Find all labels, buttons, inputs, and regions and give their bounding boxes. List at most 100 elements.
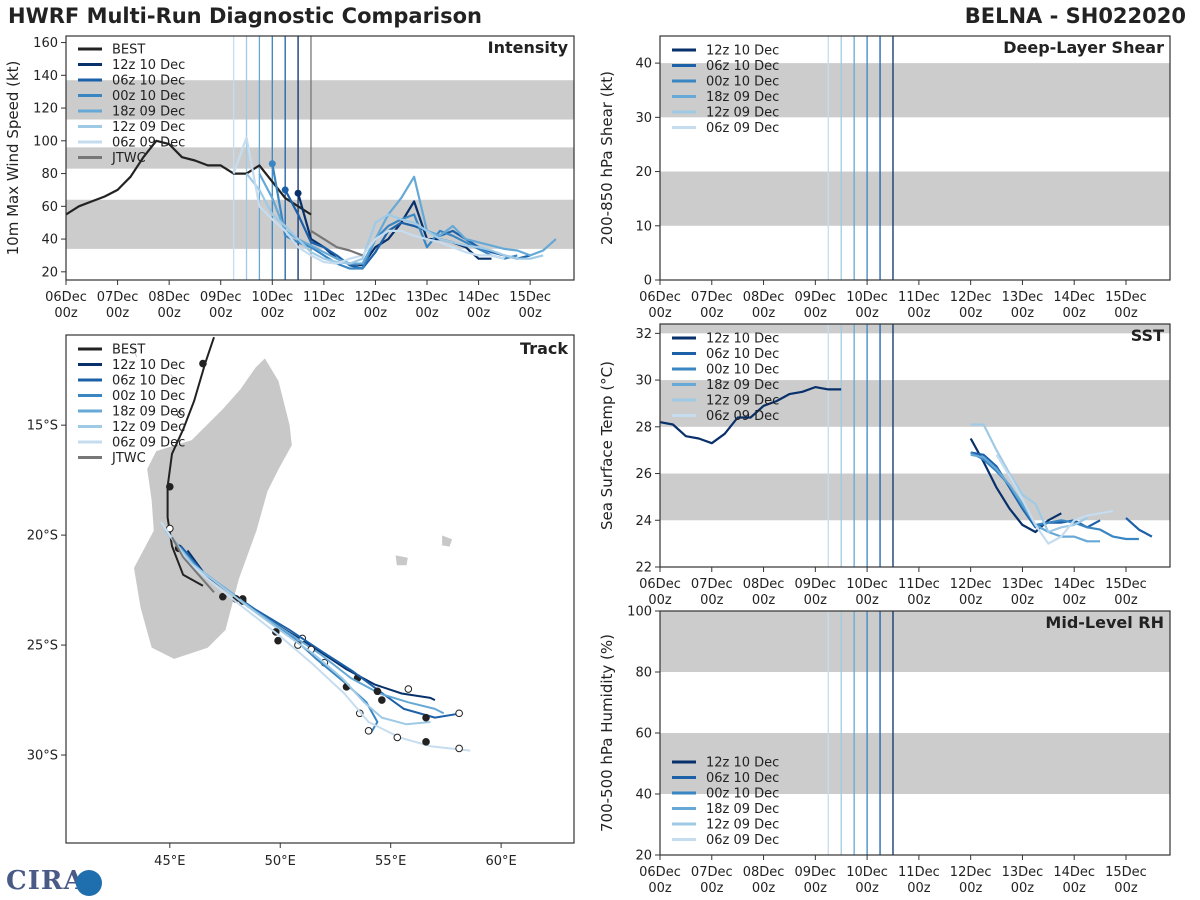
- rh-xtick-day: 08Dec: [743, 865, 785, 880]
- shear-xtick-day: 08Dec: [743, 290, 785, 305]
- shear-ylabel: 200-850 hPa Shear (kt): [598, 71, 616, 245]
- rh-xtick-day: 12Dec: [950, 865, 992, 880]
- rh-legend-entry: 00z 10 Dec: [706, 787, 779, 802]
- shear-legend-entry: 12z 10 Dec: [706, 44, 779, 59]
- shear-xtick-hour: 00z: [700, 306, 724, 321]
- shear-frame: [659, 35, 1171, 281]
- intensity-ytick-label: 80: [41, 167, 58, 182]
- rh-xtick-day: 10Dec: [846, 865, 888, 880]
- sst-legend-entry: 06z 10 Dec: [706, 347, 779, 362]
- track-point-best: [166, 482, 174, 491]
- shear-legend-entry: 06z 10 Dec: [706, 59, 779, 74]
- intensity-xtick-day: 06Dec: [45, 290, 87, 305]
- intensity-ytick-label: 20: [41, 265, 58, 280]
- intensity-series-06z-10-dec: [284, 189, 531, 270]
- track-ytick-label: 20°S: [27, 529, 58, 544]
- shear-xtick-day: 06Dec: [639, 290, 681, 305]
- track-point-06z-09-dec: [455, 744, 463, 753]
- shear-ytick-label: 10: [635, 219, 652, 234]
- rh-xtick-day: 14Dec: [1053, 865, 1095, 880]
- track-point-06z-09-dec: [274, 636, 282, 645]
- shear-xtick-day: 11Dec: [898, 290, 940, 305]
- sst-frame: [659, 323, 1171, 568]
- shear-band: [660, 171, 1170, 226]
- shear-xtick-hour: 00z: [1063, 306, 1087, 321]
- track-point-06z-10-dec: [455, 709, 463, 718]
- intensity-xtick-day: 13Dec: [406, 290, 448, 305]
- intensity-marker-00z-10-dec: [268, 160, 276, 168]
- intensity-xtick-hour: 00z: [518, 306, 542, 321]
- intensity-legend-entry: 06z 09 Dec: [112, 136, 185, 151]
- sst-title: SST: [1131, 326, 1164, 345]
- track-ytick-label: 15°S: [27, 419, 58, 434]
- track-frame: [65, 334, 575, 844]
- track-legend-entry: 12z 09 Dec: [112, 420, 185, 435]
- shear-xtick-hour: 00z: [855, 306, 879, 321]
- rh-ytick-label: 40: [635, 788, 652, 803]
- intensity-xtick-day: 09Dec: [200, 290, 242, 305]
- intensity-legend-entry: 18z 09 Dec: [112, 105, 185, 120]
- intensity-series-12z-09-dec: [245, 172, 544, 265]
- sst-xtick-day: 09Dec: [794, 577, 836, 592]
- rh-xtick-day: 13Dec: [1002, 865, 1044, 880]
- shear-ytick-label: 20: [635, 165, 652, 180]
- rh-xtick-hour: 00z: [1114, 881, 1138, 896]
- sst-xtick-day: 06Dec: [639, 577, 681, 592]
- shear-xtick-hour: 00z: [1011, 306, 1035, 321]
- rh-ytick-label: 20: [635, 849, 652, 864]
- rh-panel: 2040608010006Dec00z07Dec00z08Dec00z09Dec…: [598, 605, 1171, 896]
- intensity-xtick-hour: 00z: [261, 306, 285, 321]
- shear-legend-entry: 12z 09 Dec: [706, 106, 779, 121]
- intensity-panel: 2040608010012014016006Dec00z07Dec00z08De…: [4, 35, 575, 321]
- shear-legend-entry: 18z 09 Dec: [706, 90, 779, 105]
- intensity-xtick-day: 08Dec: [148, 290, 190, 305]
- rh-band: [660, 733, 1170, 794]
- track-06z-09-dec: [160, 521, 471, 752]
- shear-xtick-hour: 00z: [907, 306, 931, 321]
- rh-title: Mid-Level RH: [1045, 613, 1164, 632]
- landmass: [131, 345, 138, 358]
- track-legend-entry: JTWC: [111, 451, 146, 466]
- sst-series-00z-10-dec: [970, 451, 1139, 541]
- track-legend-entry: 12z 10 Dec: [112, 358, 185, 373]
- sst-band: [660, 380, 1170, 427]
- shear-xtick-day: 14Dec: [1053, 290, 1095, 305]
- intensity-xtick-hour: 00z: [415, 306, 439, 321]
- track-jtwc: [171, 536, 215, 593]
- intensity-band: [66, 199, 574, 249]
- intensity-series-jtwc: [310, 229, 363, 257]
- track-point-06z-09-dec: [393, 733, 402, 742]
- sst-band: [660, 473, 1170, 521]
- track-legend-entry: 06z 09 Dec: [112, 436, 185, 451]
- track-point-06z-10-dec: [378, 696, 386, 704]
- sst-xtick-hour: 00z: [752, 593, 776, 608]
- rh-ylabel: 700-500 hPa Humidity (%): [598, 634, 616, 832]
- intensity-xtick-hour: 00z: [364, 306, 388, 321]
- track-point-06z-09-dec: [422, 738, 430, 746]
- track-best: [166, 336, 215, 587]
- shear-plot-area: [660, 36, 1170, 280]
- rh-ytick-label: 100: [627, 605, 652, 620]
- track-point-best: [177, 410, 185, 418]
- rh-xtick-hour: 00z: [855, 881, 879, 896]
- shear-panel: 01020304006Dec00z07Dec00z08Dec00z09Dec00…: [598, 35, 1171, 321]
- rh-xtick-day: 09Dec: [794, 865, 836, 880]
- track-legend-entry: 00z 10 Dec: [112, 389, 185, 404]
- rh-legend-entry: 12z 10 Dec: [706, 756, 779, 771]
- intensity-xtick-day: 14Dec: [458, 290, 500, 305]
- shear-band: [660, 63, 1170, 118]
- intensity-xtick-hour: 00z: [54, 306, 78, 321]
- intensity-band: [66, 147, 574, 169]
- shear-xtick-day: 15Dec: [1105, 290, 1147, 305]
- shear-xtick-hour: 00z: [1114, 306, 1138, 321]
- track-xtick-label: 60°E: [485, 854, 516, 869]
- intensity-legend-entry: 12z 09 Dec: [112, 120, 185, 135]
- rh-xtick-day: 06Dec: [639, 865, 681, 880]
- intensity-legend-entry: 06z 10 Dec: [112, 74, 185, 89]
- intensity-ytick-label: 60: [41, 200, 58, 215]
- intensity-ytick-label: 140: [33, 69, 58, 84]
- sst-xtick-hour: 00z: [648, 593, 672, 608]
- track-legend-entry: 06z 10 Dec: [112, 374, 185, 389]
- intensity-xtick-hour: 00z: [467, 306, 491, 321]
- sst-xtick-day: 14Dec: [1053, 577, 1095, 592]
